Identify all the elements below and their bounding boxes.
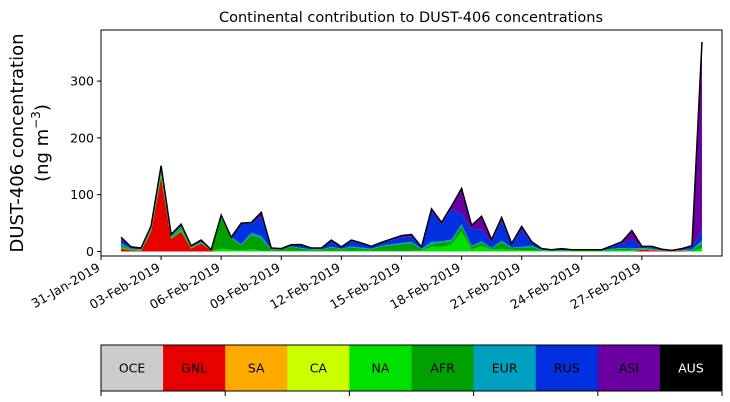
legend-swatch-asi [597, 345, 661, 391]
y-tick-label: 0 [86, 244, 94, 259]
chart-title: Continental contribution to DUST-406 con… [219, 10, 603, 26]
y-unit-close: ) [32, 104, 53, 111]
y-axis-label: DUST-406 concentration [7, 33, 28, 252]
y-unit-exponent: −3 [29, 111, 43, 129]
area-asi [121, 41, 702, 251]
total-outline [120, 41, 703, 252]
legend-swatch-sa [225, 345, 288, 391]
stacked-areas [120, 41, 703, 252]
area-rus [121, 167, 702, 251]
legend-label-na: NA [371, 361, 389, 376]
legend-frame [100, 344, 723, 392]
legend-label-rus: RUS [554, 361, 580, 376]
y-axis-label-line1: DUST-406 concentration [7, 33, 28, 252]
y-tick-label: 200 [70, 130, 94, 145]
legend-label-sa: SA [248, 361, 265, 376]
legend-swatch-eur [473, 345, 536, 391]
legend-swatch-na [349, 345, 412, 391]
plot-frame [100, 29, 723, 257]
y-axis: 0 100 200 300 [70, 74, 101, 259]
y-tick-label: 300 [70, 74, 94, 89]
y-unit-text: (ng m [32, 129, 53, 182]
legend-swatch-afr [411, 345, 474, 391]
legend-label-asi: ASI [619, 361, 639, 376]
legend-label-aus: AUS [678, 361, 704, 376]
y-tick-label: 100 [70, 187, 94, 202]
legend-swatch-gnl [163, 345, 226, 391]
area-gnl [121, 177, 702, 252]
legend-swatch-aus [659, 345, 723, 391]
y-axis-unit-label: (ng m−3) [29, 104, 53, 182]
colorbar-legend: OCE GNL SA CA NA AFR EUR RUS ASI AUS [100, 344, 723, 396]
legend-label-ca: CA [310, 361, 328, 376]
legend-swatch-ca [287, 345, 350, 391]
legend-label-oce: OCE [119, 361, 146, 376]
legend-label-eur: EUR [492, 361, 518, 376]
legend-swatch-oce [101, 345, 164, 391]
legend-label-afr: AFR [430, 361, 455, 376]
legend-swatch-rus [535, 345, 599, 391]
x-axis: 31-Jan-201903-Feb-201906-Feb-201909-Feb-… [29, 256, 643, 312]
legend-label-gnl: GNL [181, 361, 207, 376]
